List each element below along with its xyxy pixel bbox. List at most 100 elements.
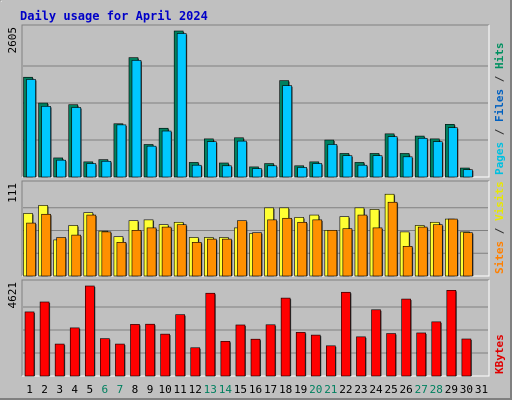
bar-files-day-6 [101,161,112,178]
bar-files-day-27 [417,138,428,178]
chart-frame-highlight [0,0,510,398]
bar-files-day-14 [222,165,232,178]
bar-sites-day-7 [116,242,127,277]
bar-files-day-12 [191,164,202,178]
bar-sites-day-27 [417,226,428,277]
bar-kbytes-day-26 [401,298,411,377]
legend-entry: / [493,122,506,142]
bar-sites-day-28 [432,224,443,277]
bar-kbytes-day-28 [431,321,442,377]
chart-panels: 2605 Pages / Files / Hits 111 Sites / Visit… [6,24,506,377]
bar-files-day-4 [71,107,82,178]
legend-entry: Files [493,89,506,122]
bar-kbytes-day-17 [265,324,276,377]
bar-files-day-29 [448,127,458,178]
bar-sites-day-26 [402,246,413,277]
bar-files-day-1 [26,79,36,178]
x-tick-label: 22 [339,383,352,396]
bar-files-day-17 [267,165,277,178]
bar-sites-day-5 [86,214,97,277]
bar-kbytes-day-30 [461,338,472,377]
y-max-label: 2605 [6,27,19,54]
bar-kbytes-day-25 [386,333,396,377]
bar-files-day-19 [297,167,307,178]
bar-sites-day-19 [297,221,307,277]
bar-sites-day-9 [146,227,157,277]
bar-kbytes-day-3 [54,343,65,377]
bar-kbytes-day-29 [446,290,457,377]
x-tick-label: 2 [41,383,48,396]
x-tick-label: 25 [384,383,397,396]
bar-kbytes-day-23 [356,336,366,377]
x-tick-label: 16 [249,383,262,396]
y-max-label: 111 [6,183,19,203]
legend-entry: Sites [493,241,506,274]
panel-shadow-edge [21,24,489,177]
bar-sites-day-20 [312,219,323,277]
panel-shadow-edge [21,279,489,376]
bar-kbytes-day-22 [341,291,351,377]
bar-kbytes-day-6 [100,338,110,377]
bar-kbytes-day-5 [84,285,95,377]
bar-files-day-25 [387,136,398,178]
bar-kbytes-day-15 [235,324,246,377]
bar-files-day-8 [131,60,142,178]
legend-entry: Hits [493,43,506,70]
x-tick-label: 15 [234,383,247,396]
bar-files-day-30 [463,169,473,178]
y-max-label: 4621 [6,282,19,309]
panel-background [22,25,489,177]
x-tick-label: 28 [430,383,443,396]
bar-sites-day-21 [327,229,338,277]
panel-shadow-edge [21,180,489,276]
x-tick-label: 9 [147,383,154,396]
x-tick-label: 27 [415,383,428,396]
legend-entry: Visits [493,181,506,221]
bar-sites-day-29 [448,218,458,277]
bar-sites-day-30 [463,232,473,277]
bar-sites-day-25 [387,201,398,277]
legend: Sites / Visits [493,181,506,274]
x-tick-label: 11 [174,383,187,396]
bar-sites-day-15 [237,220,247,277]
bar-kbytes-day-7 [115,343,125,377]
bar-files-day-5 [86,163,97,178]
x-tick-label: 4 [71,383,78,396]
bar-files-day-28 [432,141,443,178]
bar-kbytes-day-14 [220,341,231,377]
x-tick-label: 20 [309,383,322,396]
x-tick-label: 29 [445,383,458,396]
bar-files-day-10 [161,130,172,178]
bar-kbytes-day-20 [310,334,321,377]
bar-sites-day-23 [357,214,368,277]
bar-files-day-24 [372,155,383,178]
x-tick-label: 8 [132,383,139,396]
chart-title: Daily usage for April 2024 [20,9,208,23]
legend-entry: / [493,221,506,241]
bar-sites-day-4 [71,234,82,277]
x-tick-label: 12 [189,383,202,396]
bar-files-day-11 [176,33,187,178]
bar-kbytes-day-12 [190,347,201,377]
bar-sites-day-14 [222,238,232,277]
bar-sites-day-12 [191,242,202,277]
bar-sites-day-3 [56,237,66,277]
bar-sites-day-10 [161,226,172,277]
bar-kbytes-day-9 [145,323,155,377]
bar-sites-day-16 [252,232,262,277]
bar-files-day-15 [237,140,247,178]
bar-sites-day-17 [267,219,277,277]
bar-sites-day-22 [342,228,353,277]
x-tick-label: 13 [204,383,217,396]
bar-files-day-9 [146,145,157,178]
bar-sites-day-24 [372,227,383,277]
bar-files-day-13 [207,141,217,178]
x-tick-label: 31 [475,383,488,396]
bar-kbytes-day-21 [326,345,336,377]
x-tick-label: 10 [158,383,171,396]
x-tick-label: 1 [26,383,33,396]
bar-files-day-16 [252,168,262,178]
x-tick-label: 30 [460,383,473,396]
